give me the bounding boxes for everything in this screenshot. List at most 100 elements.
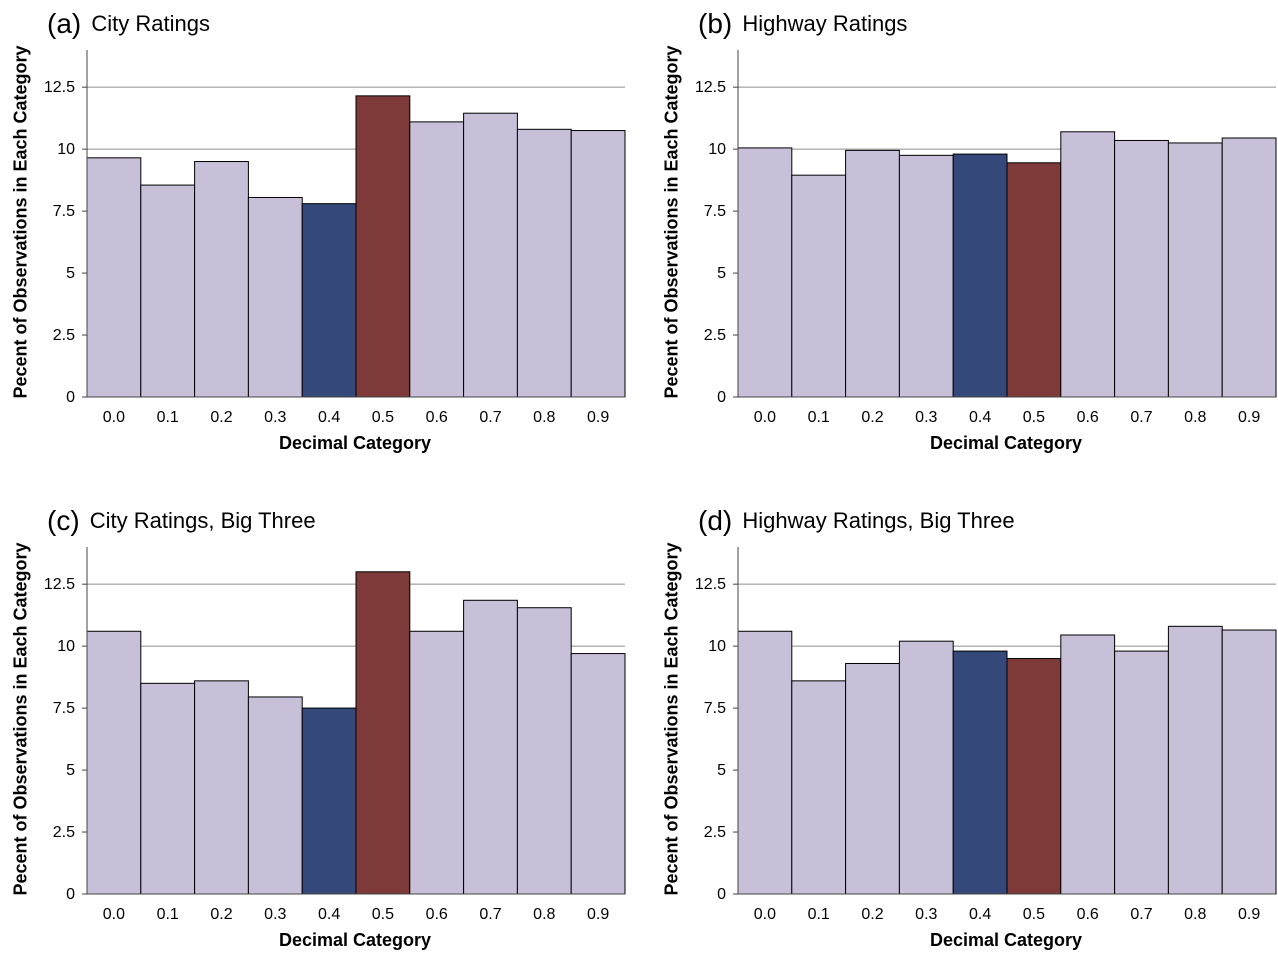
x-tick-label: 0.2 [210, 409, 232, 426]
x-axis-label: Decimal Category [929, 433, 1083, 453]
panel-tag: (c) [47, 505, 80, 536]
x-tick-label: 0.6 [1077, 906, 1099, 923]
x-tick-label: 0.9 [587, 409, 609, 426]
y-tick-label: 2.5 [704, 824, 726, 841]
x-tick-label: 0.4 [318, 906, 340, 923]
bar-0.6 [409, 630, 465, 895]
y-tick-label: 10 [57, 141, 75, 158]
x-tick-label: 0.4 [969, 409, 991, 426]
x-tick-label: 0.6 [426, 409, 448, 426]
bar-0.3 [247, 196, 303, 398]
x-tick-label: 0.2 [861, 906, 883, 923]
chart-title-text: Highway Ratings, Big Three [742, 508, 1015, 533]
x-tick-label: 0.1 [157, 906, 179, 923]
chart-title-text: City Ratings, Big Three [89, 508, 316, 533]
bar-0.2 [845, 149, 900, 398]
x-tick-label: 0.5 [372, 409, 394, 426]
bar-chart-svg: 0 2.5 5 7.5 10 12.5 0.0 0.1 0.2 0.3 0.4 0.5 0.6 0.7 0.… [44, 50, 626, 426]
x-tick-label: 0.3 [264, 906, 286, 923]
y-tick-label: 5 [66, 265, 75, 282]
bar-0.1 [791, 174, 847, 398]
y-tick-label: 5 [717, 762, 726, 779]
bar-0.0 [86, 630, 142, 895]
y-tick-label: 0 [66, 886, 75, 903]
x-tick-label: 0.0 [754, 409, 776, 426]
bar-chart-svg: 0 2.5 5 7.5 10 12.5 0.0 0.1 0.2 0.3 0.4 0.5 0.6 0.7 0.… [695, 50, 1277, 426]
x-axis-label: Decimal Category [278, 930, 432, 950]
y-tick-label: 12.5 [44, 576, 75, 593]
x-tick-label: 0.0 [103, 409, 125, 426]
bar-0.4 [952, 650, 1008, 895]
x-tick-label: 0.8 [1184, 906, 1206, 923]
bar-0.7 [1114, 650, 1169, 895]
x-tick-label: 0.0 [754, 906, 776, 923]
x-tick-label: 0.7 [1130, 409, 1152, 426]
x-tick-label: 0.6 [426, 906, 448, 923]
bar-0.0 [737, 630, 793, 895]
bar-0.8 [516, 607, 572, 895]
y-tick-label: 7.5 [53, 700, 75, 717]
y-tick-label: 12.5 [44, 79, 75, 96]
y-tick-label: 7.5 [704, 203, 726, 220]
bar-0.6 [1060, 634, 1116, 895]
bar-0.9 [570, 653, 626, 895]
bar-0.5 [355, 571, 411, 895]
x-tick-label: 0.3 [915, 409, 937, 426]
bar-0.2 [194, 680, 249, 895]
bar-0.1 [140, 184, 196, 398]
chart-title: (d) Highway Ratings, Big Three [698, 505, 1015, 537]
bar-0.7 [1114, 139, 1169, 398]
x-tick-label: 0.6 [1077, 409, 1099, 426]
bar-0.5 [1006, 658, 1062, 895]
x-tick-label: 0.5 [372, 906, 394, 923]
y-tick-label: 7.5 [53, 203, 75, 220]
chart-title: (c) City Ratings, Big Three [47, 505, 316, 537]
x-tick-label: 0.5 [1023, 409, 1045, 426]
x-tick-label: 0.9 [1238, 409, 1260, 426]
bar-0.6 [1060, 131, 1116, 398]
bar-0.0 [86, 157, 142, 398]
y-tick-label: 10 [708, 638, 726, 655]
panel-tag: (a) [47, 8, 82, 39]
bar-0.9 [1221, 137, 1277, 398]
x-tick-label: 0.1 [808, 409, 830, 426]
y-tick-label: 0 [66, 389, 75, 406]
bar-0.1 [791, 680, 847, 895]
x-tick-label: 0.3 [264, 409, 286, 426]
y-tick-label: 10 [708, 141, 726, 158]
bar-0.4 [301, 203, 357, 398]
x-tick-label: 0.7 [479, 906, 501, 923]
x-tick-label: 0.2 [861, 409, 883, 426]
x-tick-label: 0.0 [103, 906, 125, 923]
bar-0.8 [516, 128, 572, 398]
bar-0.1 [140, 682, 196, 895]
y-tick-label: 12.5 [695, 576, 726, 593]
chart-title: (a) City Ratings [47, 8, 210, 40]
panel-tag: (b) [698, 8, 733, 39]
bar-0.4 [301, 707, 357, 895]
chart-title: (b) Highway Ratings [698, 8, 907, 40]
x-tick-label: 0.8 [533, 409, 555, 426]
x-tick-label: 0.2 [210, 906, 232, 923]
bar-0.8 [1167, 625, 1223, 895]
bar-chart-svg: 0 2.5 5 7.5 10 12.5 0.0 0.1 0.2 0.3 0.4 0.5 0.6 0.7 0.… [44, 547, 626, 923]
chart-panel-a: (a) City Ratings Pecent of Observations … [0, 0, 639, 476]
x-tick-label: 0.8 [533, 906, 555, 923]
x-tick-label: 0.7 [1130, 906, 1152, 923]
y-tick-label: 0 [717, 886, 726, 903]
bar-0.5 [1006, 162, 1062, 398]
bar-0.9 [570, 130, 626, 398]
bar-chart-svg: 0 2.5 5 7.5 10 12.5 0.0 0.1 0.2 0.3 0.4 0.5 0.6 0.7 0.… [695, 547, 1277, 923]
bar-0.3 [898, 154, 954, 398]
bar-0.7 [463, 599, 518, 895]
x-tick-label: 0.8 [1184, 409, 1206, 426]
x-tick-label: 0.1 [808, 906, 830, 923]
y-tick-label: 0 [717, 389, 726, 406]
chart-panel-b: (b) Highway Ratings Pecent of Observatio… [651, 0, 1278, 476]
x-axis-label: Decimal Category [278, 433, 432, 453]
x-tick-label: 0.5 [1023, 906, 1045, 923]
bar-0.7 [463, 112, 518, 398]
y-tick-label: 5 [66, 762, 75, 779]
bar-0.6 [409, 121, 465, 398]
y-tick-label: 10 [57, 638, 75, 655]
